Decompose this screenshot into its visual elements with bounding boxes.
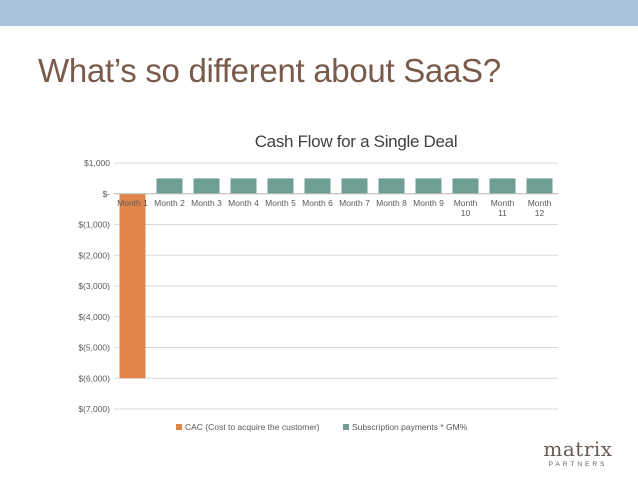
y-tick-label: $(6,000) xyxy=(78,373,110,383)
y-tick-label: $(3,000) xyxy=(78,281,110,291)
bar-subscription xyxy=(378,178,405,194)
slide-title: What’s so different about SaaS? xyxy=(38,52,501,89)
y-tick-label: $- xyxy=(102,189,110,199)
x-tick-label: Month 12 xyxy=(528,198,552,218)
x-tick-label: Month 10 xyxy=(454,198,478,218)
legend-swatch xyxy=(343,424,349,430)
x-tick-label: Month 1 xyxy=(117,198,148,208)
bar-subscription xyxy=(526,178,553,194)
matrix-partners-logo: matrix PARTNERS xyxy=(540,439,616,468)
bar-subscription xyxy=(230,178,257,194)
bar-subscription xyxy=(304,178,331,194)
x-tick-label: Month 11 xyxy=(491,198,515,218)
legend-label: CAC (Cost to acquire the customer) xyxy=(185,422,320,432)
x-tick-label: Month 3 xyxy=(191,198,222,208)
bar-subscription xyxy=(193,178,220,194)
top-banner xyxy=(0,0,638,26)
x-tick-label: Month 2 xyxy=(154,198,185,208)
x-tick-label: Month 9 xyxy=(413,198,444,208)
legend-swatch xyxy=(176,424,182,430)
logo-wordmark: matrix xyxy=(543,437,613,461)
chart-title: Cash Flow for a Single Deal xyxy=(255,132,458,151)
y-tick-label: $(4,000) xyxy=(78,312,110,322)
logo-subtitle: PARTNERS xyxy=(548,461,608,468)
y-tick-label: $1,000 xyxy=(84,158,110,168)
y-tick-label: $(7,000) xyxy=(78,404,110,414)
bar-subscription xyxy=(267,178,294,194)
x-tick-label: Month 8 xyxy=(376,198,407,208)
bar-subscription xyxy=(156,178,183,194)
x-tick-label: Month 4 xyxy=(228,198,259,208)
bar-subscription xyxy=(452,178,479,194)
x-tick-label: Month 6 xyxy=(302,198,333,208)
x-tick-label: Month 7 xyxy=(339,198,370,208)
bar-subscription xyxy=(415,178,442,194)
bar-subscription xyxy=(489,178,516,194)
y-tick-label: $(2,000) xyxy=(78,250,110,260)
legend-label: Subscription payments * GM% xyxy=(352,422,468,432)
y-tick-label: $(5,000) xyxy=(78,343,110,353)
bar-cac xyxy=(119,193,146,379)
y-tick-label: $(1,000) xyxy=(78,220,110,230)
x-tick-label: Month 5 xyxy=(265,198,296,208)
bar-subscription xyxy=(341,178,368,194)
